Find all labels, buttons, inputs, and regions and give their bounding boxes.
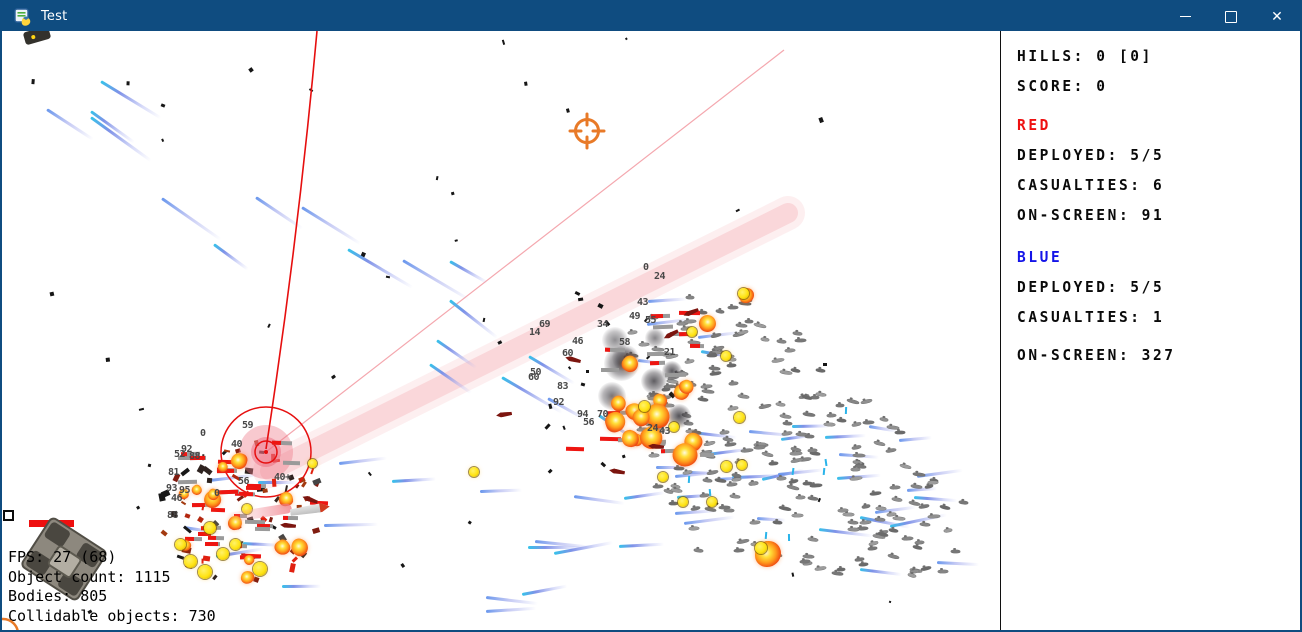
yellow-ball <box>738 288 749 299</box>
smoke-puff <box>667 403 691 428</box>
damage-number: 60 <box>562 348 574 359</box>
damage-number: 0 <box>643 262 649 273</box>
damage-number: 56 <box>238 476 250 487</box>
damage-number: 94 <box>577 409 589 420</box>
damage-number: 24 <box>647 423 659 434</box>
maximize-icon <box>1225 10 1237 23</box>
damage-number: 59 <box>242 420 254 431</box>
target-circle-outer <box>220 406 312 498</box>
damage-number: 52 <box>174 449 186 460</box>
yellow-ball <box>184 555 197 568</box>
damage-number: 46 <box>171 493 183 504</box>
damage-number: 21 <box>664 347 676 358</box>
damage-number: 88 <box>167 510 179 521</box>
damage-number: 24 <box>654 271 666 282</box>
damage-number: 92 <box>181 444 193 455</box>
panel-separator <box>1000 31 1001 630</box>
yellow-ball <box>658 472 668 482</box>
stat-line: DEPLOYED: 5/5 <box>1017 147 1165 165</box>
yellow-ball <box>469 467 479 477</box>
stat-line: ON-SCREEN: 91 <box>1017 207 1165 225</box>
damage-number: 69 <box>539 319 551 330</box>
yellow-ball <box>687 327 697 337</box>
damage-number: 46 <box>572 336 584 347</box>
damage-number: 93 <box>166 483 178 494</box>
damage-number: 88 <box>189 451 201 462</box>
attack-beam-soft <box>253 196 805 488</box>
damage-number: 14 <box>529 327 541 338</box>
window-title: Test <box>41 9 68 24</box>
aim-crosshair-icon[interactable] <box>568 112 606 150</box>
minimize-icon <box>1179 16 1191 17</box>
damage-number: 0 <box>214 488 220 499</box>
damage-number: 49 <box>629 311 641 322</box>
titlebar[interactable]: Test ✕ <box>2 2 1300 31</box>
target-circle-inner <box>254 440 278 464</box>
minimize-button[interactable] <box>1162 2 1208 31</box>
yellow-ball <box>737 460 747 470</box>
damage-number: 83 <box>557 381 569 392</box>
stats-panel: HILLS: 0 [0] SCORE: 0 RED DEPLOYED: 5/5 CASU… <box>1001 31 1300 630</box>
close-button[interactable]: ✕ <box>1254 2 1300 31</box>
damage-number: 55 <box>645 315 657 326</box>
damage-number: 81 <box>168 467 180 478</box>
yellow-ball <box>230 539 241 550</box>
static-sprites <box>2 31 1000 630</box>
debug-line: Collidable objects: 730 <box>8 606 216 625</box>
tracer-line <box>265 49 785 453</box>
yellow-ball <box>734 412 745 423</box>
sprite-layer-high: 0 59 40 52 88 92 81 93 95 46 88 40+ 0 24 43 49 55 69 14 34 4… <box>2 31 1000 630</box>
debug-line: FPS: 27 (68) <box>8 548 117 566</box>
damage-number: 40 <box>231 439 243 450</box>
damage-number: 43 <box>659 426 671 437</box>
damage-number: 50 <box>530 367 542 378</box>
spawn-marker-square <box>3 510 14 521</box>
damage-number: 58 <box>619 337 631 348</box>
yellow-ball <box>707 497 717 507</box>
yellow-ball <box>253 562 267 576</box>
yellow-ball <box>721 461 732 472</box>
damage-number: 70 <box>597 409 609 420</box>
yellow-ball <box>308 459 317 468</box>
close-icon: ✕ <box>1271 8 1283 25</box>
damage-number: 0 <box>200 428 206 439</box>
yellow-ball <box>204 522 216 534</box>
damage-number: 40+ <box>274 472 291 483</box>
debug-line: Bodies: 805 <box>8 587 108 605</box>
stat-line: ON-SCREEN: 327 <box>1017 347 1176 365</box>
debug-line: Object count: 1115 <box>8 567 171 586</box>
damage-number: 60 <box>528 372 540 383</box>
corner-crosshair-icon <box>2 617 19 630</box>
yellow-ball <box>678 497 688 507</box>
smoke-puff <box>645 328 665 348</box>
maximize-button[interactable] <box>1208 2 1254 31</box>
damage-number: 95 <box>179 485 191 496</box>
yellow-ball <box>217 548 229 560</box>
stat-line: BLUE <box>1017 249 1063 267</box>
artillery-arc-line <box>265 31 318 450</box>
game-field[interactable]: 0 59 40 52 88 92 81 93 95 46 88 40+ 0 24 43 49 55 69 14 34 4… <box>2 31 1000 630</box>
damage-number: 56 <box>583 417 595 428</box>
stat-line: CASUALTIES: 1 <box>1017 309 1165 327</box>
yellow-ball <box>755 542 767 554</box>
smoke-puff <box>641 368 668 394</box>
stat-line: SCORE: 0 <box>1017 78 1108 96</box>
yellow-ball <box>669 422 679 432</box>
damage-number: 92 <box>553 397 565 408</box>
yellow-ball <box>639 401 650 412</box>
debug-overlay: FPS: 27 (68) Object count: 1115 Bodies: 80… <box>8 548 216 626</box>
damage-number: 43 <box>637 297 649 308</box>
attack-beam <box>260 203 798 481</box>
yellow-ball <box>198 565 212 579</box>
yellow-ball <box>175 539 186 550</box>
stat-line: RED <box>1017 117 1051 135</box>
stat-line: DEPLOYED: 5/5 <box>1017 279 1165 297</box>
stat-line: CASUALTIES: 6 <box>1017 177 1165 195</box>
app-icon <box>14 7 31 26</box>
damage-number: 34 <box>597 319 609 330</box>
target-center-dot <box>264 450 268 454</box>
stat-line: HILLS: 0 [0] <box>1017 48 1153 66</box>
yellow-ball <box>721 351 731 361</box>
